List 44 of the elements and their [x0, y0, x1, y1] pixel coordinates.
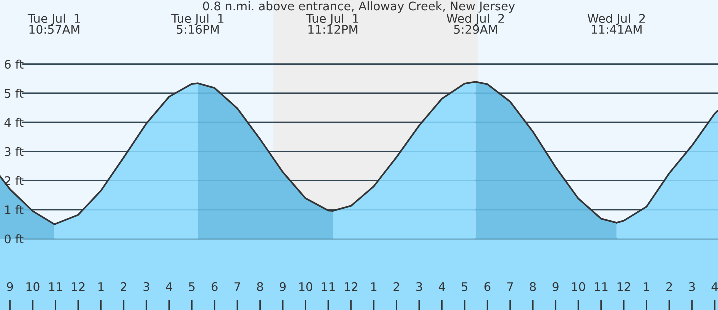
x-tick-label: 10 — [300, 282, 312, 292]
y-tick-label: 3 ft — [5, 147, 24, 156]
y-tick-label: 6 ft — [4, 60, 24, 69]
x-tick-label: 6 — [212, 282, 218, 292]
x-tick-label: 2 — [394, 282, 400, 292]
x-tick-label: 12 — [345, 282, 358, 292]
x-tick-label: 9 — [7, 282, 14, 292]
x-tick-label: 7 — [234, 282, 240, 292]
x-tick-label: 11 — [49, 282, 62, 292]
x-tick-label: 5 — [462, 282, 468, 292]
x-tick-label: 4 — [166, 282, 172, 292]
x-tick-label: 12 — [618, 282, 630, 292]
x-tick-label: 9 — [552, 282, 559, 292]
x-tick-label: 1 — [98, 282, 104, 292]
y-tick-label: 1 ft — [5, 205, 24, 214]
x-tick-label: 3 — [416, 282, 422, 292]
x-tick-label: 4 — [438, 282, 446, 292]
x-tick-label: 3 — [689, 282, 696, 292]
x-tick-label: 10 — [572, 282, 586, 292]
y-tick-label: 4 ft — [4, 118, 24, 128]
x-tick-label: 2 — [666, 282, 672, 292]
x-tick-label: 9 — [280, 282, 286, 292]
x-tick-label: 1 — [372, 282, 377, 292]
x-tick-label: 10 — [26, 282, 40, 292]
chart-title: 0.8 n.mi. above entrance, Alloway Creek, New Jersey — [203, 2, 516, 13]
annotation: Tue Jul 1 10:57AM — [28, 14, 80, 34]
x-tick-label: 7 — [508, 282, 514, 292]
y-tick-label: 0 ft — [4, 234, 24, 244]
annotation: Wed Jul 2 11:41AM — [588, 14, 646, 34]
x-tick-label: 4 — [712, 282, 718, 292]
x-tick-label: 1 — [644, 282, 650, 292]
x-tick-label: 2 — [121, 282, 126, 292]
x-tick-label: 5 — [189, 282, 195, 292]
x-tick-label: 3 — [144, 282, 150, 292]
x-tick-label: 12 — [72, 282, 85, 292]
annotation: Tue Jul 1 11:12PM — [306, 14, 359, 34]
y-tick-label: 5 ft — [5, 88, 24, 98]
x-tick-label: 8 — [257, 282, 264, 292]
annotation: Tue Jul 1 5:16PM — [172, 14, 224, 34]
x-tick-label: 11 — [322, 282, 335, 292]
annotation: Wed Jul 2 5:29AM — [446, 14, 504, 34]
x-tick-label: 8 — [530, 282, 536, 292]
x-tick-label: 11 — [595, 282, 608, 292]
x-tick-label: 6 — [484, 282, 491, 292]
